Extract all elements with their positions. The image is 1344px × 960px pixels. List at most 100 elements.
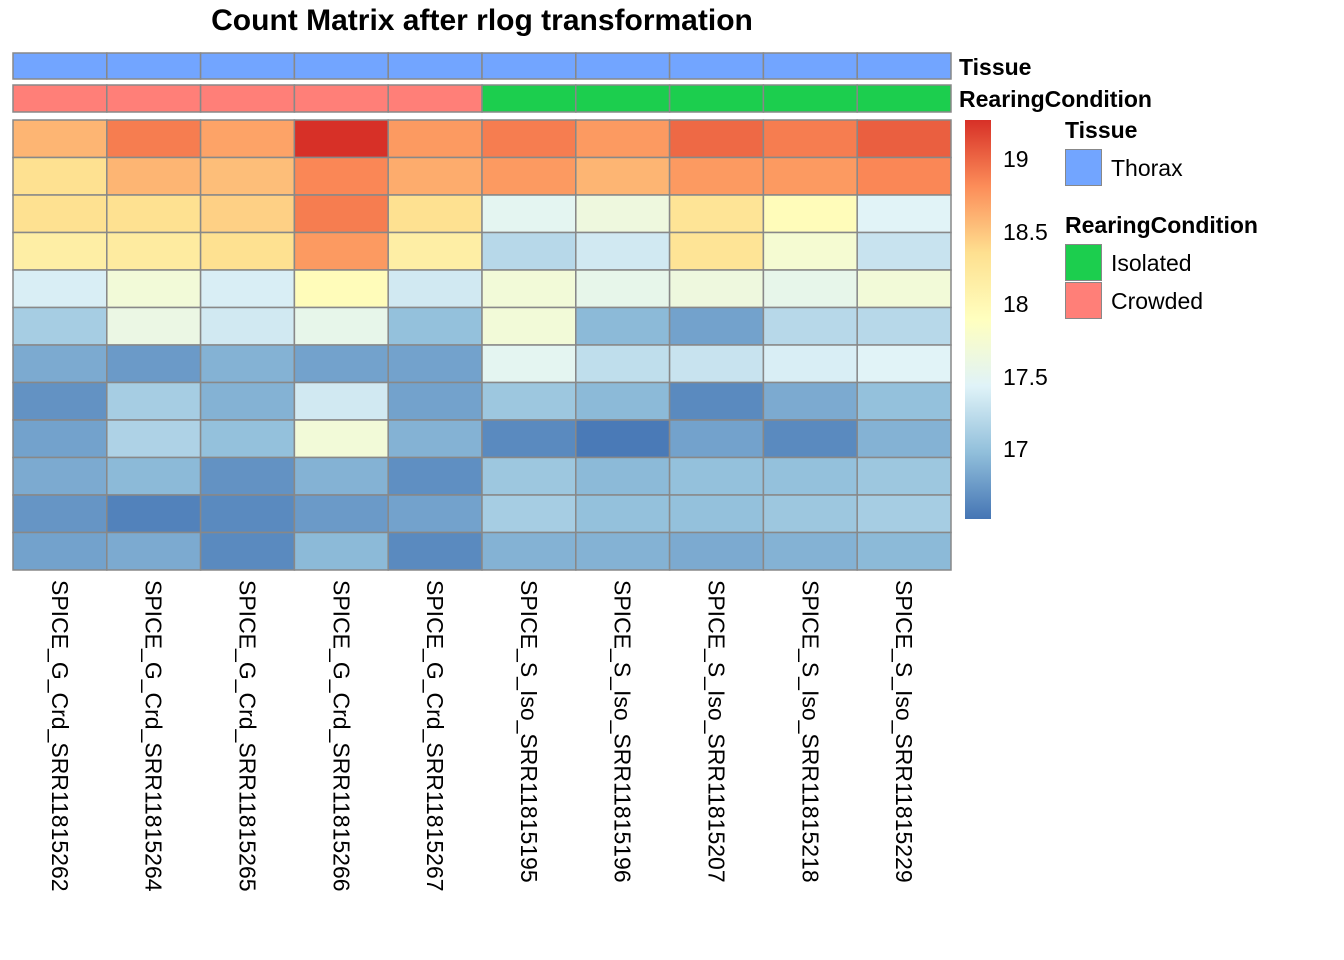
heatmap-cell (12, 306, 108, 346)
heatmap-cell (293, 269, 389, 309)
heatmap-cell (668, 269, 765, 309)
heatmap-cell (668, 344, 765, 384)
heatmap-cell (106, 119, 202, 159)
heatmap-cell (12, 344, 108, 384)
annotation-cell (293, 84, 389, 113)
heatmap-cell (668, 194, 765, 234)
heatmap-cell (575, 419, 671, 459)
heatmap-cell (481, 531, 577, 571)
heatmap-cell (387, 119, 483, 159)
column-label: SPICE_S_Iso_SRR11815207 (703, 580, 730, 883)
heatmap-cell (199, 156, 296, 196)
heatmap-cell (668, 381, 765, 421)
colorbar (965, 120, 991, 519)
heatmap-cell (387, 456, 483, 496)
legend-label-crowded: Crowded (1111, 288, 1204, 314)
heatmap-cell (387, 381, 483, 421)
heatmap-cell (575, 531, 671, 571)
heatmap-cell (106, 381, 202, 421)
heatmap-cell (856, 419, 952, 459)
annotation-cell (481, 52, 577, 80)
legend-title-rearing: RearingCondition (1065, 212, 1258, 238)
heatmap-cell (762, 494, 858, 534)
annotation-cell (575, 84, 671, 113)
heatmap-cell (199, 531, 296, 571)
annotation-label-tissue: Tissue (959, 54, 1032, 80)
annotation-cell (199, 84, 296, 113)
heatmap-cell (106, 231, 202, 271)
heatmap-cell (387, 231, 483, 271)
annotation-cell (575, 52, 671, 80)
heatmap-cell (481, 231, 577, 271)
heatmap-cell (293, 531, 389, 571)
heatmap-cell (199, 344, 296, 384)
heatmap-cell (668, 156, 765, 196)
heatmap-cell (856, 231, 952, 271)
heatmap-cell (12, 194, 108, 234)
heatmap-cell (12, 119, 108, 159)
heatmap-cell (481, 156, 577, 196)
heatmap-cell (575, 231, 671, 271)
heatmap-cell (762, 419, 858, 459)
heatmap-cell (481, 119, 577, 159)
heatmap-cell (387, 306, 483, 346)
column-label: SPICE_G_Crd_SRR11815266 (328, 580, 355, 892)
heatmap-cell (293, 419, 389, 459)
annotation-cell (106, 52, 202, 80)
heatmap-cell (293, 194, 389, 234)
heatmap-cell (481, 194, 577, 234)
heatmap-cell (106, 194, 202, 234)
heatmap-cell (106, 419, 202, 459)
heatmap-cell (199, 381, 296, 421)
column-label: SPICE_G_Crd_SRR11815267 (422, 580, 449, 892)
heatmap-cell (199, 194, 296, 234)
annotation-cell (481, 84, 577, 113)
heatmap-cell (481, 381, 577, 421)
colorbar-tick: 17 (1003, 436, 1029, 462)
heatmap-cell (199, 419, 296, 459)
heatmap-cell (387, 419, 483, 459)
legend-label-thorax: Thorax (1111, 155, 1183, 181)
colorbar-tick: 19 (1003, 146, 1029, 172)
heatmap-cell (762, 269, 858, 309)
heatmap-cell (106, 531, 202, 571)
annotation-cell (762, 84, 858, 113)
heatmap-cell (762, 344, 858, 384)
heatmap-cell (668, 419, 765, 459)
heatmap-cell (575, 494, 671, 534)
heatmap-cell (106, 456, 202, 496)
heatmap-cell (106, 344, 202, 384)
heatmap-cell (575, 381, 671, 421)
annotation-cell (856, 84, 952, 113)
heatmap-cell (762, 156, 858, 196)
column-label: SPICE_S_Iso_SRR11815229 (891, 580, 918, 883)
heatmap-cell (106, 269, 202, 309)
legend-swatch-isolated (1065, 244, 1102, 281)
column-label: SPICE_S_Iso_SRR11815218 (797, 580, 824, 883)
heatmap-cell (481, 306, 577, 346)
heatmap-cell (856, 306, 952, 346)
heatmap-cell (106, 306, 202, 346)
column-label: SPICE_G_Crd_SRR11815262 (46, 580, 73, 892)
heatmap-cell (856, 119, 952, 159)
colorbar-tick: 17.5 (1003, 364, 1048, 390)
heatmap-cell (293, 119, 389, 159)
heatmap-cell (668, 494, 765, 534)
heatmap-cell (387, 494, 483, 534)
heatmap-cell (481, 344, 577, 384)
heatmap-cell (387, 156, 483, 196)
heatmap-cell (387, 194, 483, 234)
colorbar-tick: 18 (1003, 291, 1029, 317)
heatmap-cell (481, 456, 577, 496)
annotation-label-rearing: RearingCondition (959, 86, 1152, 112)
column-label: SPICE_G_Crd_SRR11815265 (234, 580, 261, 892)
heatmap-cell (293, 156, 389, 196)
heatmap-cell (293, 494, 389, 534)
heatmap-cell (575, 344, 671, 384)
legend-swatch-crowded (1065, 282, 1102, 319)
heatmap-cell (12, 419, 108, 459)
heatmap-cell (199, 306, 296, 346)
heatmap-cell (856, 531, 952, 571)
heatmap-cell (762, 456, 858, 496)
